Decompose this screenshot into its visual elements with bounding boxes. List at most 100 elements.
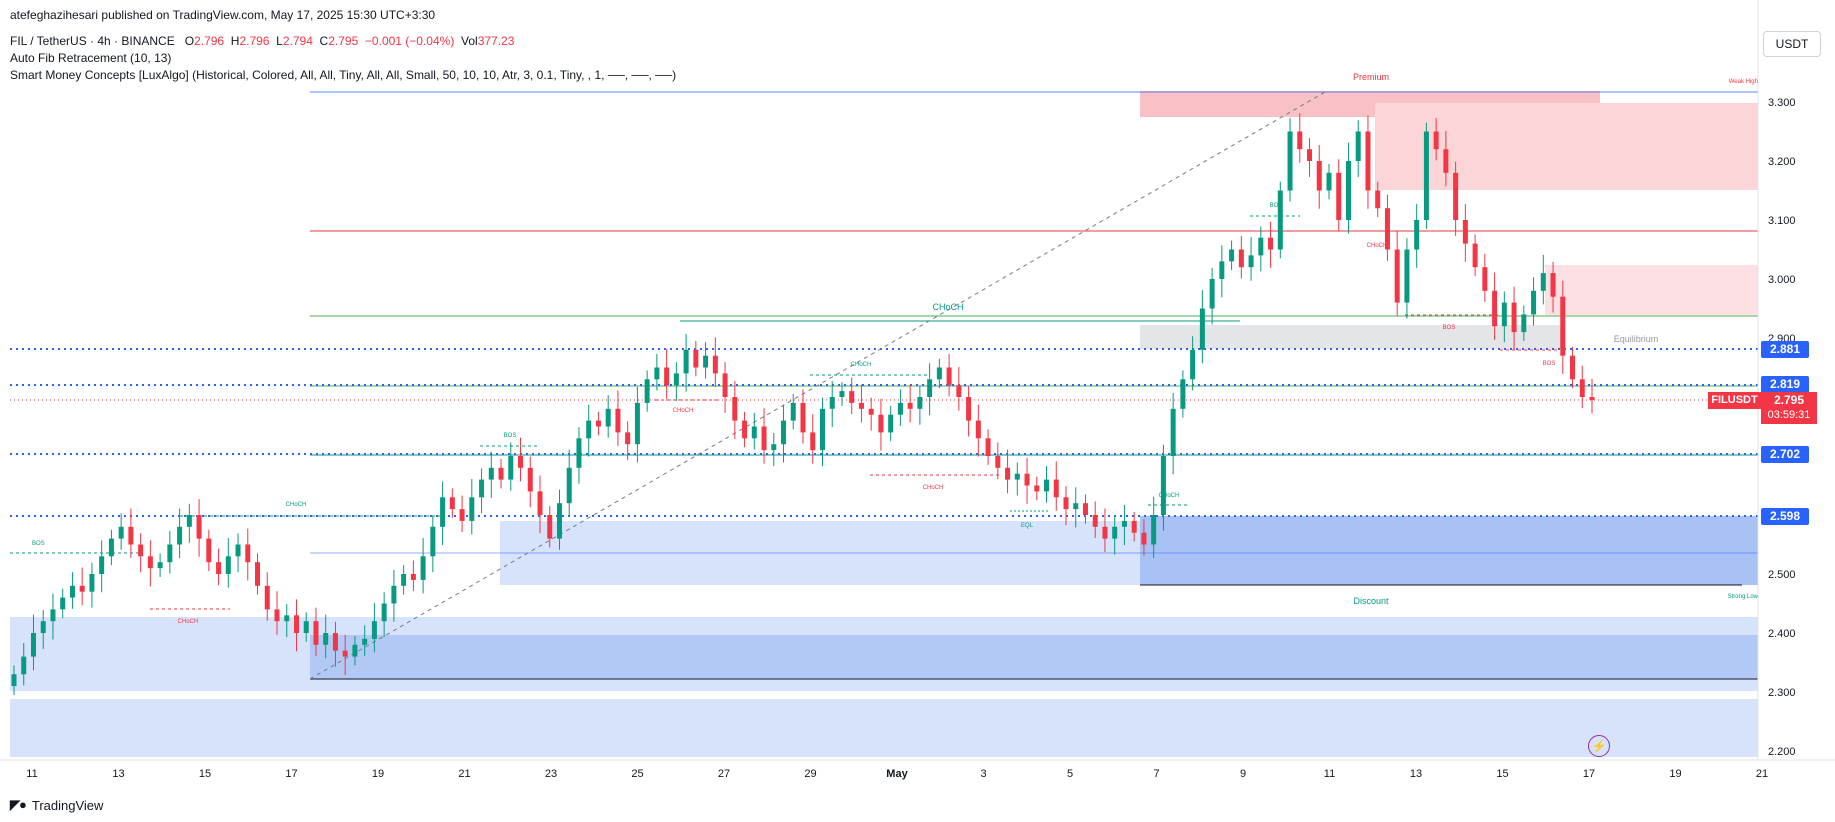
price-tick-8: 2.200 bbox=[1768, 746, 1796, 758]
candle-body bbox=[1501, 302, 1507, 327]
candle-body bbox=[878, 414, 884, 433]
price-tick-1: 3.200 bbox=[1768, 156, 1796, 168]
volume-label: Vol bbox=[461, 34, 478, 48]
candle-body bbox=[956, 385, 962, 397]
high-value: 2.796 bbox=[239, 34, 270, 48]
candle-body bbox=[1063, 497, 1069, 510]
currency-button[interactable]: USDT bbox=[1763, 31, 1821, 57]
candle-body bbox=[790, 402, 796, 421]
candle-body bbox=[586, 420, 592, 439]
strong-low-label: Strong Low bbox=[1728, 594, 1759, 600]
candle-body bbox=[225, 556, 231, 574]
bos-label-2: BOS bbox=[504, 433, 517, 439]
candle-body bbox=[118, 526, 124, 539]
candle-body bbox=[683, 349, 689, 374]
candle-body bbox=[1190, 349, 1196, 380]
candle-body bbox=[927, 379, 933, 397]
candle-body bbox=[917, 397, 923, 409]
time-tick-1: 13 bbox=[112, 768, 124, 780]
choch-label-teal-2: CHoCH bbox=[851, 362, 872, 368]
candle-body bbox=[751, 426, 757, 439]
time-axis[interactable]: 11 13 15 17 19 21 23 25 27 29 May 3 5 7 9 11 13 15 17 19 21 bbox=[26, 768, 1768, 780]
symbol-title[interactable]: FIL / TetherUS · 4h · BINANCE bbox=[10, 34, 175, 48]
price-tag-2702: 2.702 bbox=[1761, 446, 1809, 463]
candle-body bbox=[177, 526, 183, 545]
candle-body bbox=[420, 556, 426, 580]
discount-zone-blue bbox=[1140, 516, 1758, 585]
candle-body bbox=[440, 497, 446, 527]
time-tick-12: 5 bbox=[1067, 768, 1073, 780]
candle-body bbox=[995, 456, 1001, 468]
supply-zone bbox=[1545, 265, 1758, 315]
candle-body bbox=[1112, 526, 1118, 539]
candle-body bbox=[89, 574, 95, 592]
candle-body bbox=[1423, 131, 1429, 220]
volume-value: 377.23 bbox=[477, 34, 515, 48]
candle-body bbox=[537, 491, 543, 515]
time-tick-8: 27 bbox=[718, 768, 730, 780]
candle-body bbox=[771, 444, 777, 451]
publish-info: atefeghazihesari published on TradingVie… bbox=[10, 8, 436, 22]
tradingview-logo[interactable]: ◤● TradingView bbox=[10, 797, 103, 813]
discount-zone-lower bbox=[10, 699, 1758, 757]
candle-body bbox=[975, 420, 981, 439]
candle-body bbox=[527, 467, 533, 492]
candle-body bbox=[216, 562, 222, 574]
time-tick-14: 9 bbox=[1240, 768, 1246, 780]
candle-body bbox=[1511, 302, 1517, 333]
candle-body bbox=[1531, 290, 1537, 315]
candle-body bbox=[907, 402, 913, 409]
symbol-ohlc-legend: FIL / TetherUS · 4h · BINANCE O2.796 H2.… bbox=[10, 34, 514, 48]
candle-body bbox=[1316, 161, 1322, 191]
equilibrium-label: Equilibrium bbox=[1614, 334, 1659, 344]
choch-label-red-2: CHoCH bbox=[673, 408, 694, 414]
candle-body bbox=[313, 621, 319, 645]
candle-body bbox=[761, 426, 767, 451]
candle-body bbox=[946, 367, 952, 386]
time-tick-6: 23 bbox=[545, 768, 557, 780]
candle-body bbox=[1287, 131, 1293, 191]
candle-body bbox=[712, 355, 718, 374]
price-axis[interactable]: 3.3003.2003.1003.0002.9002.5002.4002.300… bbox=[1768, 97, 1796, 758]
fib-indicator-legend[interactable]: Auto Fib Retracement (10, 13) bbox=[10, 51, 172, 65]
candle-body bbox=[888, 414, 894, 433]
candle-body bbox=[69, 585, 75, 598]
lightning-icon[interactable]: ⚡ bbox=[1588, 735, 1610, 757]
choch-label-main: CHoCH bbox=[932, 302, 963, 312]
candle-body bbox=[1092, 515, 1098, 527]
candle-body bbox=[1141, 532, 1147, 545]
smc-indicator-legend[interactable]: Smart Money Concepts [LuxAlgo] (Historic… bbox=[10, 68, 677, 82]
candle-body bbox=[1462, 220, 1468, 244]
candle-body bbox=[644, 379, 650, 403]
candle-body bbox=[703, 355, 709, 368]
candle-body bbox=[966, 397, 972, 421]
candle-body bbox=[186, 515, 192, 527]
candle-body bbox=[30, 633, 36, 657]
candle-body bbox=[410, 574, 416, 580]
low-label: L bbox=[276, 34, 283, 48]
candle-body bbox=[99, 556, 105, 574]
candle-body bbox=[1326, 172, 1332, 191]
candle-body bbox=[985, 438, 991, 456]
last-price-value: 2.795 bbox=[1773, 393, 1805, 407]
candle-body bbox=[128, 526, 134, 545]
candle-body bbox=[108, 538, 114, 557]
candle-body bbox=[1014, 473, 1020, 480]
candle-body bbox=[206, 538, 212, 563]
candle-body bbox=[1482, 267, 1488, 291]
candle-body bbox=[1384, 208, 1390, 250]
candle-body bbox=[498, 467, 504, 480]
candle-body bbox=[819, 408, 825, 451]
candle-body bbox=[255, 562, 261, 586]
close-label: C bbox=[319, 34, 329, 48]
candle-body bbox=[839, 391, 845, 397]
price-tick-0: 3.300 bbox=[1768, 97, 1796, 109]
candle-body bbox=[40, 621, 46, 633]
candle-body bbox=[488, 467, 494, 480]
time-tick-9: 29 bbox=[804, 768, 816, 780]
candle-body bbox=[868, 408, 874, 415]
candle-body bbox=[742, 420, 748, 439]
candle-body bbox=[693, 349, 699, 368]
candle-body bbox=[21, 656, 27, 675]
